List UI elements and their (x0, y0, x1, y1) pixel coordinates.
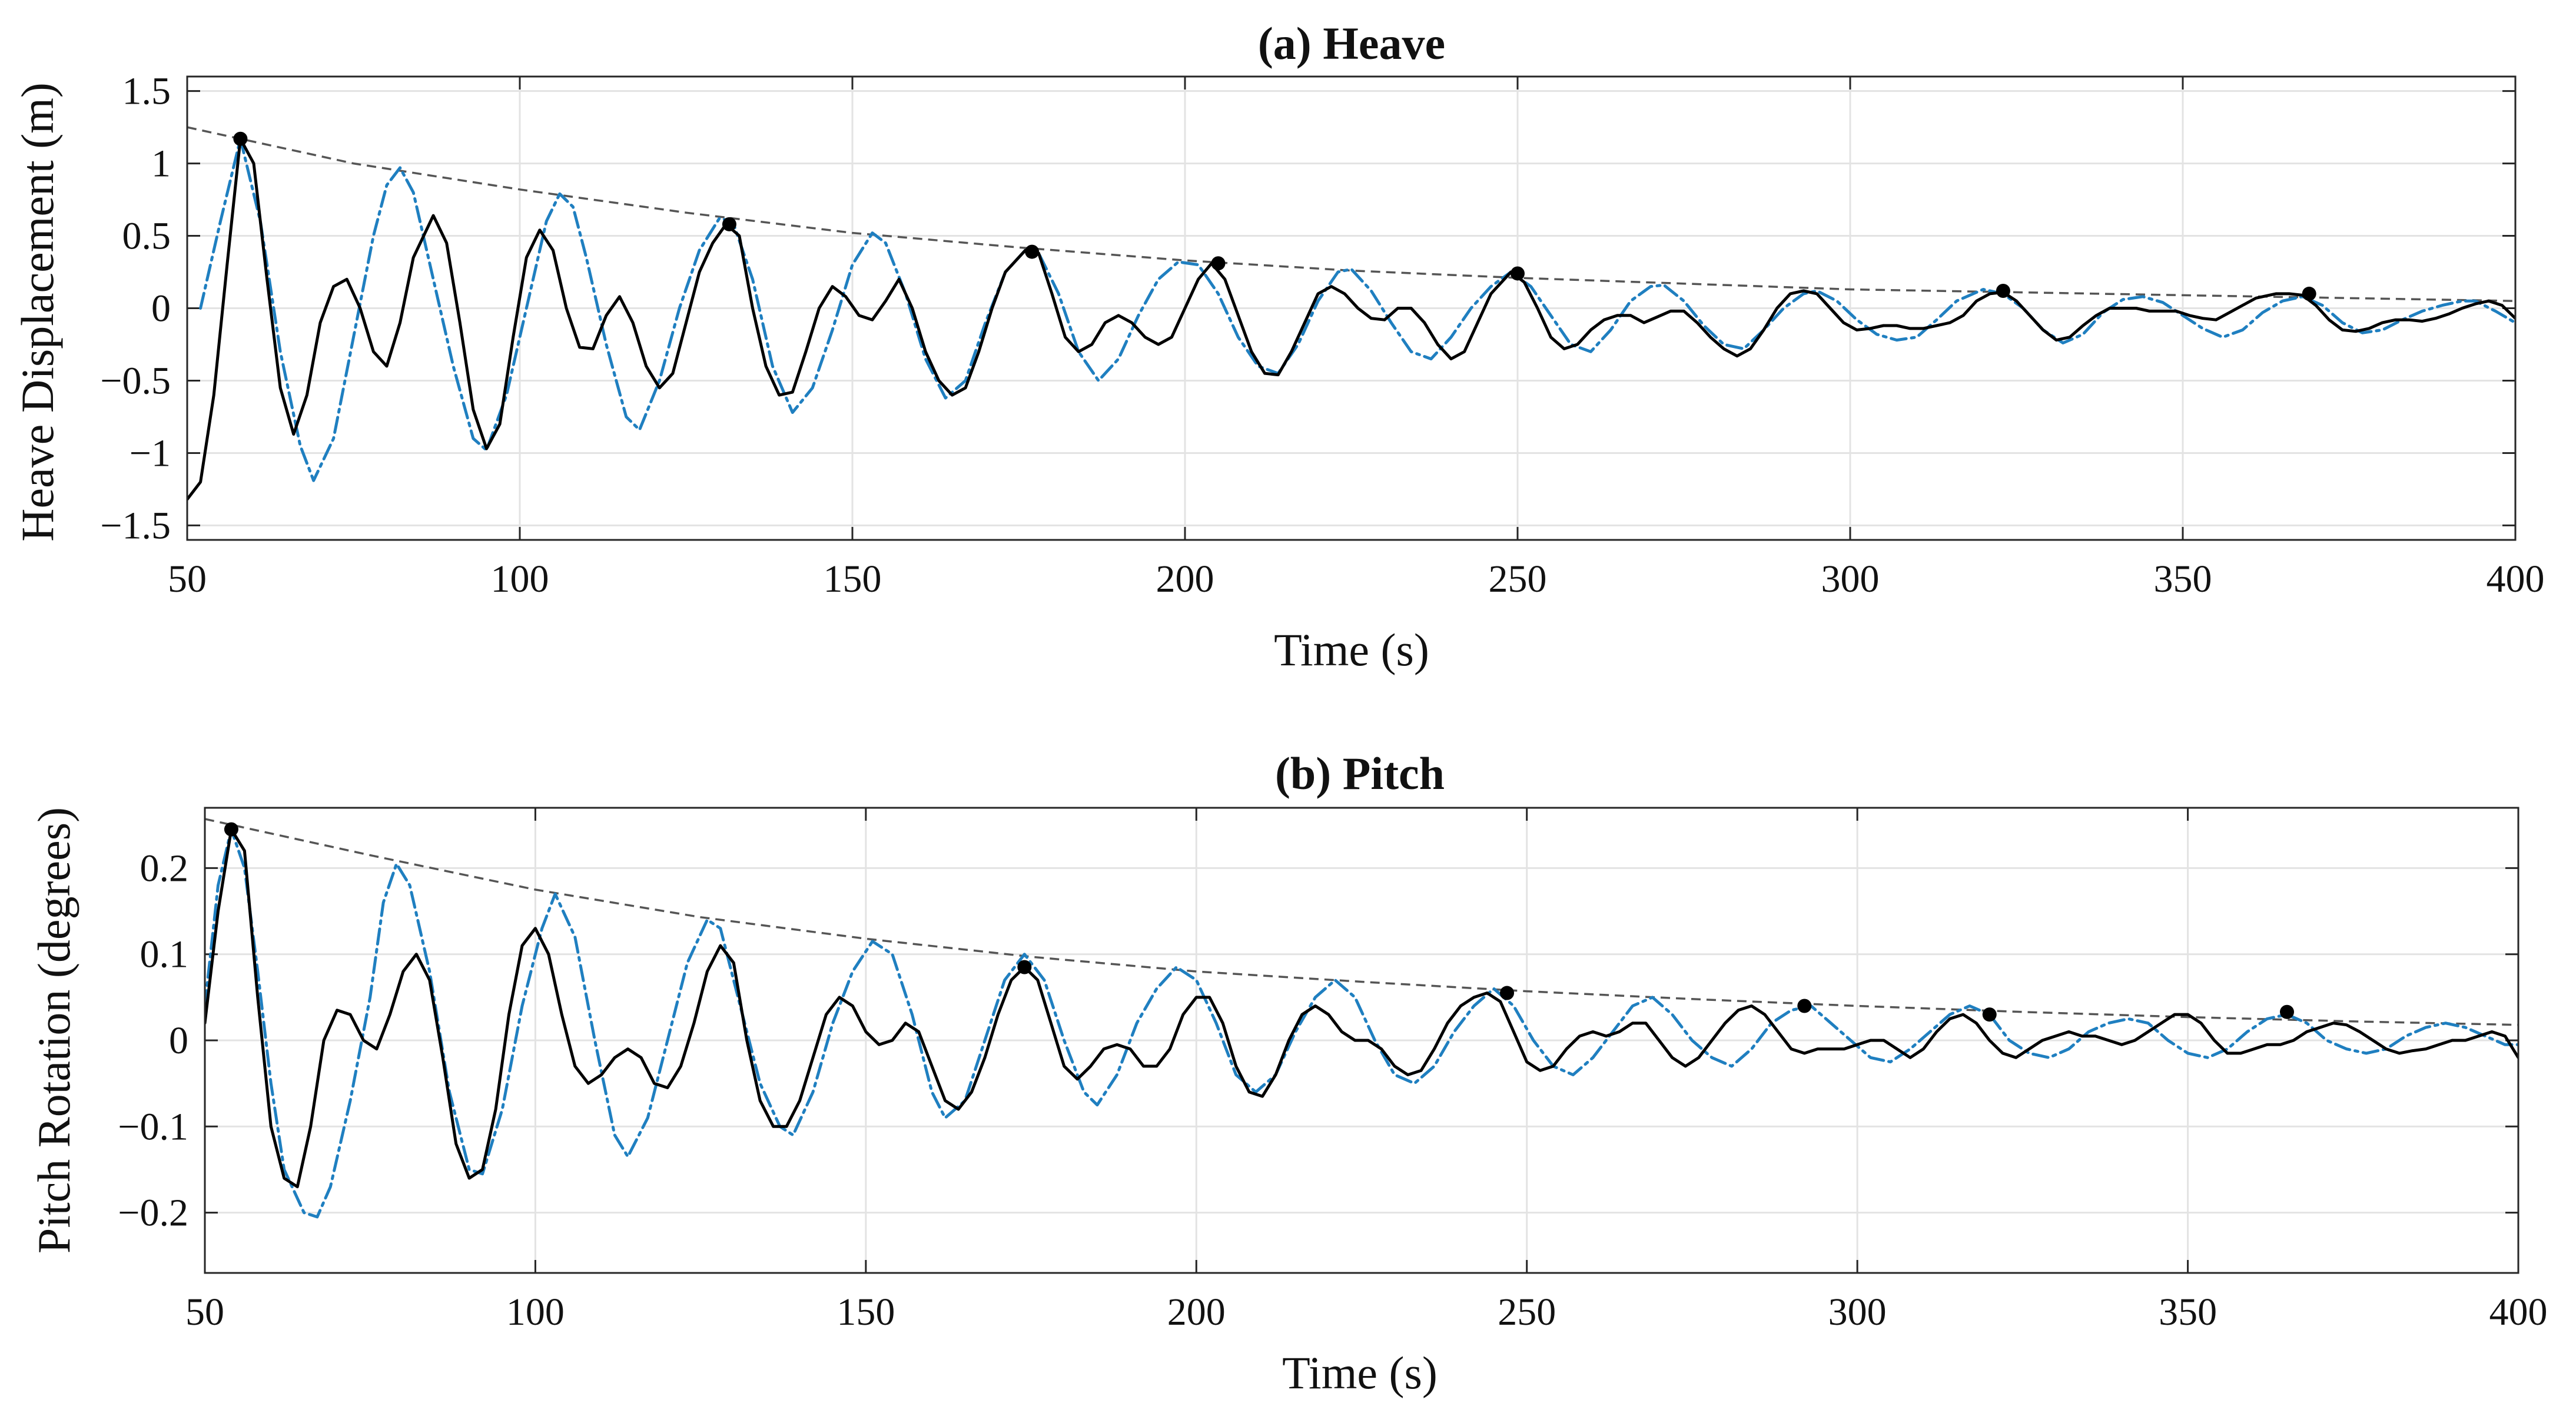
heave-peak-marker (722, 217, 736, 231)
heave-x-tick-label: 300 (1821, 558, 1880, 601)
pitch-x-tick-label: 50 (185, 1291, 224, 1334)
heave-chart-title: (a) Heave (1258, 18, 1445, 69)
pitch-y-tick-label: 0.2 (140, 847, 189, 890)
heave-x-tick-label: 250 (1489, 558, 1547, 601)
pitch-x-tick-labels: 50 100 150 200 250 300 350 400 (185, 1291, 2548, 1334)
heave-peak-marker (1211, 256, 1226, 271)
heave-series (187, 137, 2515, 501)
pitch-envelope (205, 818, 2518, 1026)
pitch-panel: (b) Pitch 50 100 150 200 250 300 350 400 0.2 0.1… (28, 748, 2548, 1398)
pitch-x-axis-label: Time (s) (1282, 1347, 1438, 1398)
pitch-simulated-series-line (205, 828, 2518, 1219)
pitch-peak-marker (2280, 1004, 2294, 1019)
heave-panel: (a) Heave 50 100 150 200 250 300 350 400 1.5 1 0.… (12, 18, 2545, 675)
pitch-x-tick-label: 200 (1167, 1291, 1226, 1334)
pitch-x-tick-label: 300 (1828, 1291, 1887, 1334)
heave-y-tick-label: −0.5 (100, 359, 171, 402)
heave-y-tick-label: 0 (151, 287, 171, 330)
pitch-peak-marker (1982, 1007, 1997, 1022)
heave-y-tick-label: −1 (130, 432, 171, 475)
heave-x-tick-label: 100 (491, 558, 549, 601)
pitch-envelope-line (205, 818, 2518, 1026)
heave-x-tick-label: 200 (1156, 558, 1214, 601)
pitch-y-tick-label: −0.2 (118, 1192, 188, 1235)
pitch-peak-markers (224, 822, 2294, 1022)
pitch-peak-marker (224, 822, 238, 837)
heave-measured-series-line (187, 137, 2515, 501)
heave-peak-marker (1511, 266, 1525, 281)
heave-peak-marker (1025, 244, 1040, 259)
heave-grid (186, 77, 2517, 540)
pitch-peak-marker (1500, 986, 1515, 1000)
pitch-y-tick-label: −0.1 (118, 1105, 188, 1148)
pitch-x-tick-label: 400 (2489, 1291, 2548, 1334)
heave-y-tick-label: 1 (151, 142, 171, 185)
pitch-peak-marker (1017, 960, 1032, 974)
pitch-x-tick-label: 150 (836, 1291, 895, 1334)
heave-y-tick-label: −1.5 (100, 504, 171, 547)
heave-peak-marker (233, 131, 248, 146)
pitch-chart-title: (b) Pitch (1275, 748, 1445, 799)
heave-y-axis-label: Heave Displacement (m) (12, 82, 63, 542)
heave-x-tick-label: 350 (2154, 558, 2212, 601)
pitch-x-tick-label: 250 (1498, 1291, 1556, 1334)
heave-y-tick-label: 0.5 (122, 215, 171, 258)
pitch-plot-frame (204, 807, 2519, 1274)
heave-x-tick-label: 50 (168, 558, 207, 601)
heave-plot-frame (186, 75, 2517, 541)
pitch-y-tick-label: 0 (169, 1019, 188, 1062)
heave-peak-marker (2302, 286, 2316, 301)
heave-peak-marker (1996, 283, 2010, 298)
pitch-y-tick-labels: 0.2 0.1 0 −0.1 −0.2 (118, 847, 188, 1234)
pitch-x-tick-label: 350 (2159, 1291, 2217, 1334)
heave-x-tick-label: 150 (824, 558, 882, 601)
heave-x-tick-labels: 50 100 150 200 250 300 350 400 (168, 558, 2545, 601)
pitch-y-tick-label: 0.1 (140, 933, 189, 976)
heave-envelope-line (187, 126, 2515, 302)
heave-peak-markers (233, 131, 2316, 301)
pitch-measured-series-line (205, 828, 2518, 1189)
pitch-series (205, 828, 2518, 1219)
heave-x-axis-label: Time (s) (1274, 624, 1429, 675)
heave-x-tick-label: 400 (2487, 558, 2545, 601)
heave-y-tick-label: 1.5 (122, 70, 171, 113)
heave-simulated-series-line (199, 137, 2515, 482)
pitch-y-axis-label: Pitch Rotation (degrees) (28, 807, 79, 1253)
pitch-x-tick-label: 100 (506, 1291, 565, 1334)
heave-y-tick-labels: 1.5 1 0.5 0 −0.5 −1 −1.5 (100, 70, 171, 548)
heave-envelope (187, 126, 2515, 302)
pitch-peak-marker (1797, 999, 1812, 1013)
